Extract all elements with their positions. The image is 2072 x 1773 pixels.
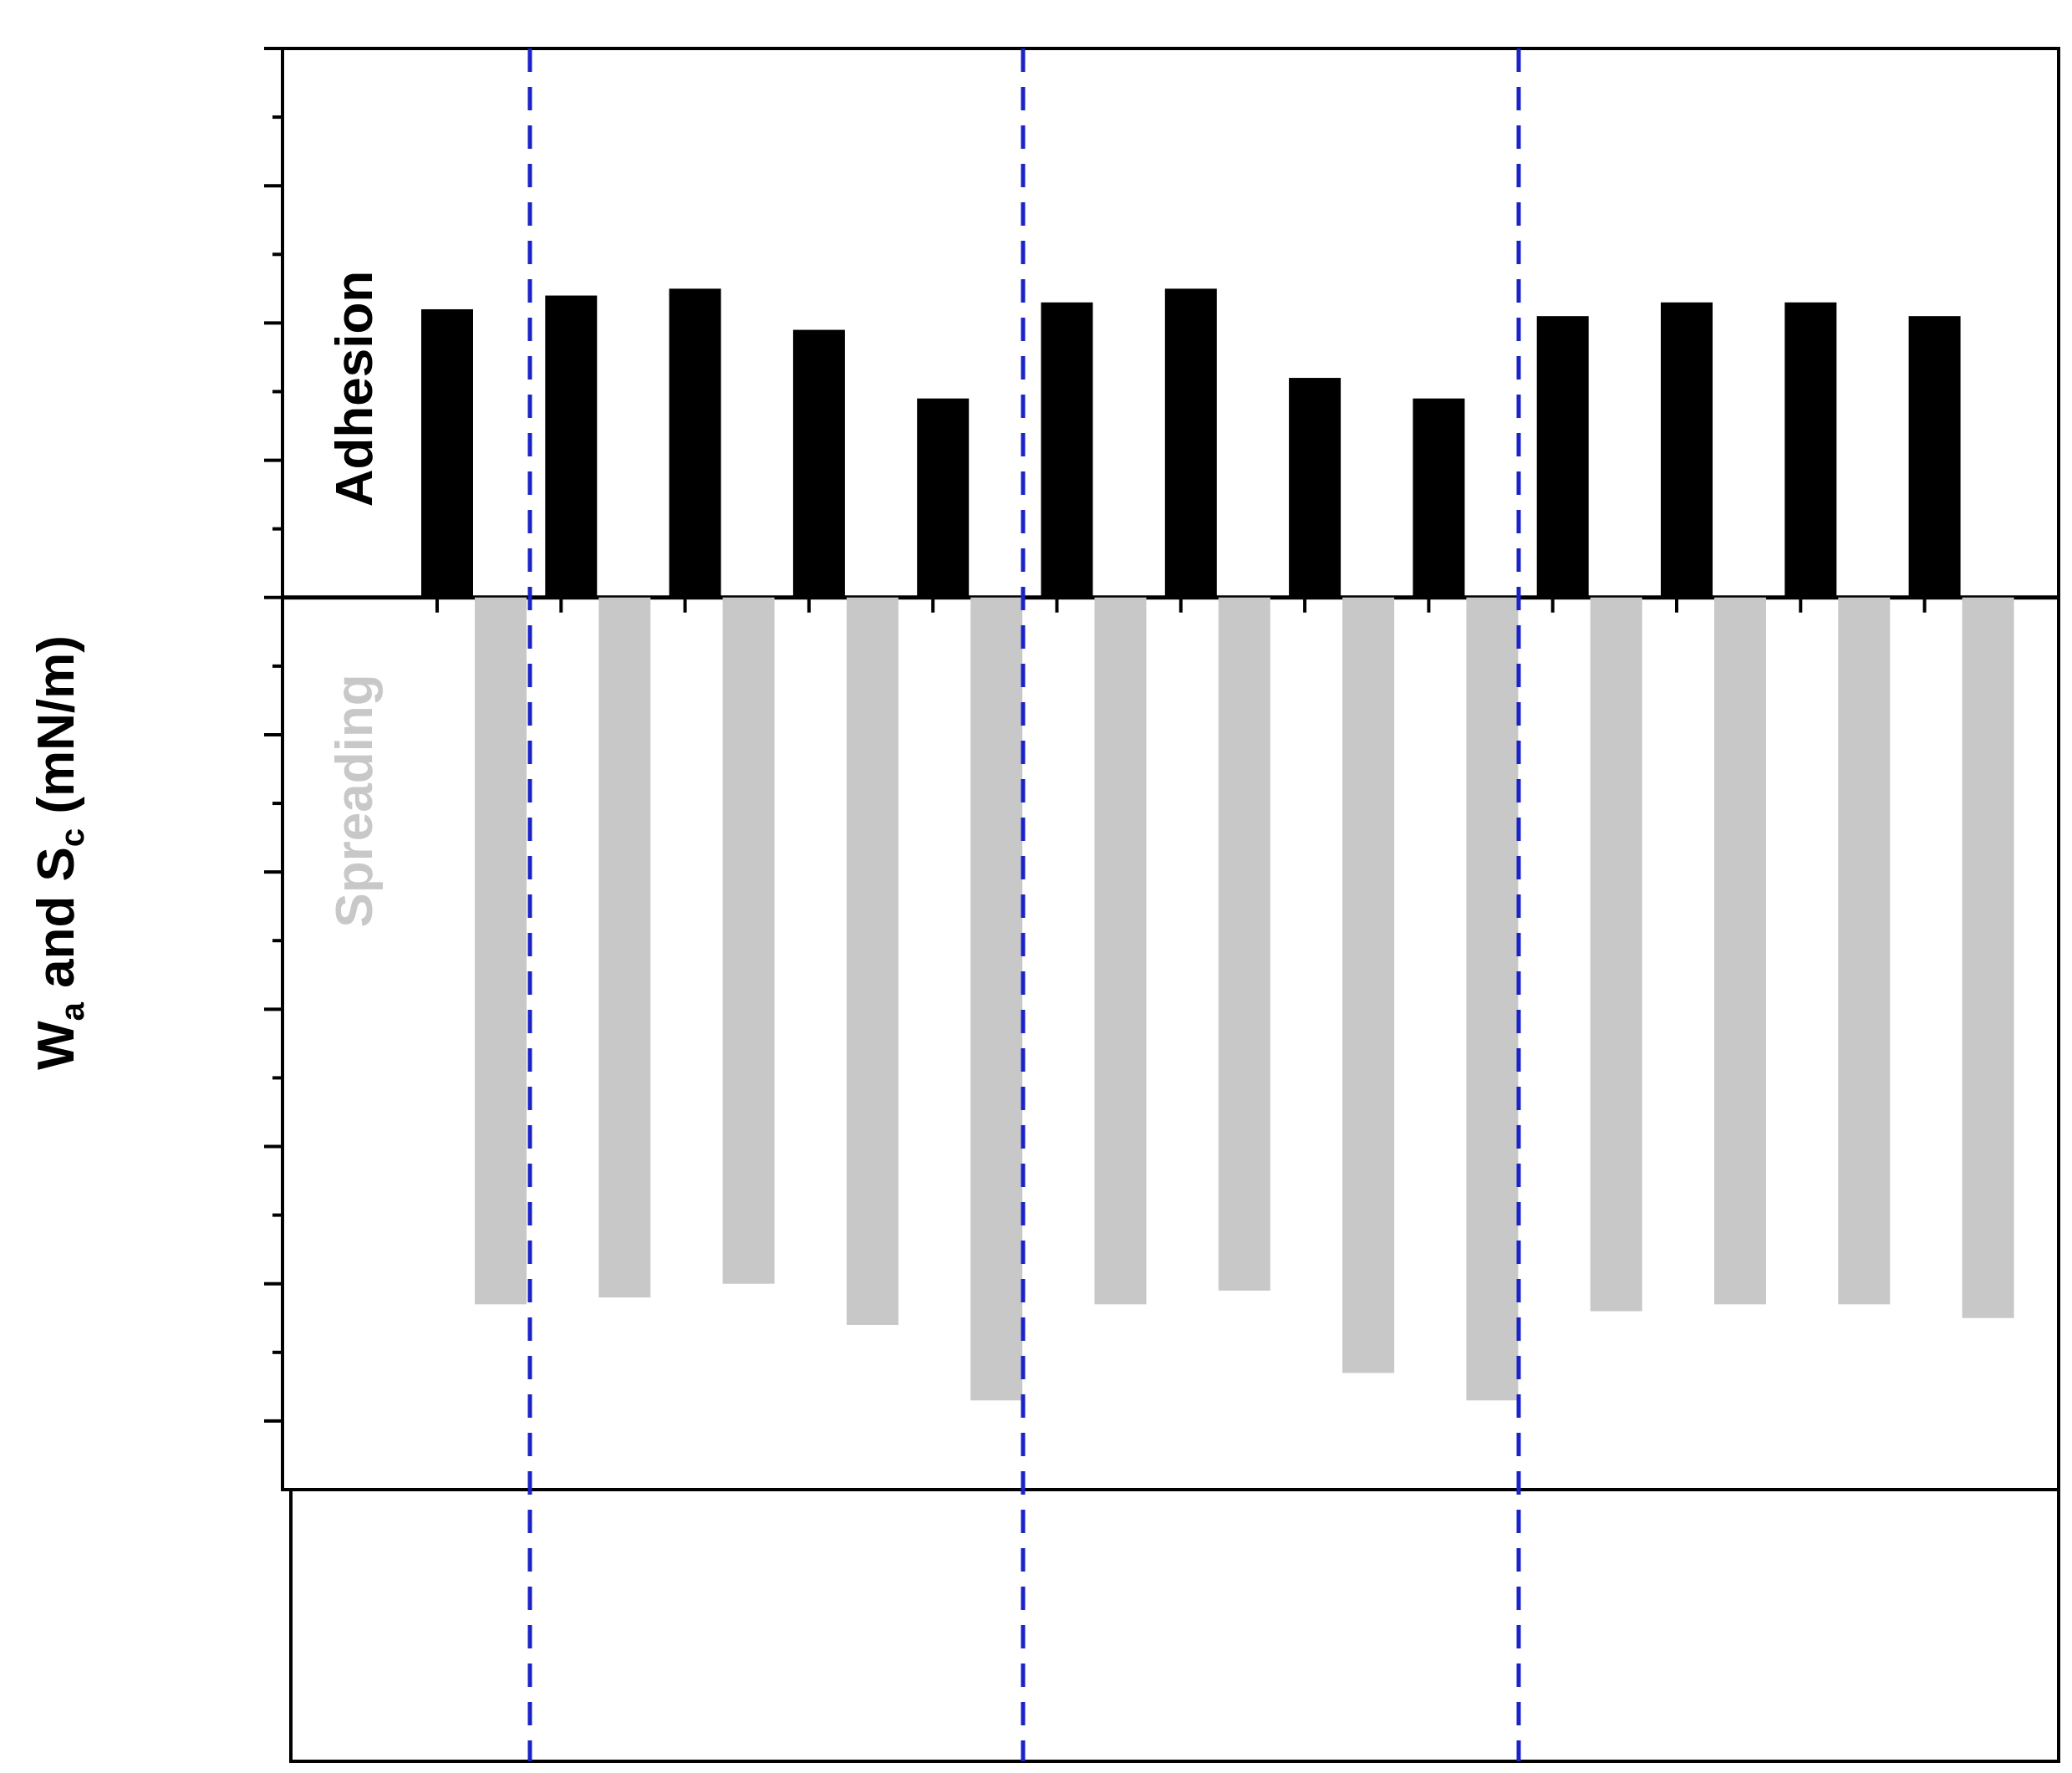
adhesion-bar [669, 288, 721, 598]
spreading-bar [475, 597, 527, 1305]
plot-frame [281, 47, 2060, 1491]
adhesion-bar [1041, 302, 1093, 598]
adhesion-bar [1661, 302, 1713, 598]
y-axis-title-w: W [28, 1021, 85, 1070]
spreading-bar [1466, 597, 1519, 1401]
y-axis-title-sub-c: c [54, 828, 91, 847]
adhesion-bar [917, 398, 970, 598]
spreading-bar [1962, 597, 2014, 1318]
spreading-series-label: Spreading [326, 674, 384, 927]
y-axis-title-mid: and S [28, 847, 85, 1002]
adhesion-bar [1536, 316, 1589, 598]
adhesion-bar [1289, 378, 1341, 598]
y-axis-title: Wa and Sc (mN/m) [28, 635, 91, 1070]
y-axis-title-sub-a: a [54, 1001, 91, 1021]
adhesion-bar [1784, 302, 1837, 598]
spreading-bar [1342, 597, 1395, 1373]
spreading-bar [722, 597, 775, 1284]
adhesion-series-label: Adhesion [326, 271, 384, 507]
spreading-bar [1094, 597, 1147, 1305]
adhesion-bar [1164, 288, 1217, 598]
adhesion-bar [1908, 316, 1961, 598]
spreading-bar [846, 597, 899, 1325]
adhesion-bar [421, 308, 473, 598]
spreading-bar [970, 597, 1023, 1401]
category-label-box [289, 1488, 2060, 1763]
adhesion-bar [545, 295, 598, 598]
adhesion-bar [792, 329, 845, 598]
y-axis-title-unit: (mN/m) [28, 635, 85, 828]
spreading-bar [1714, 597, 1766, 1305]
spreading-bar [1218, 597, 1270, 1291]
adhesion-bar [1413, 398, 1465, 598]
spreading-bar [1838, 597, 1891, 1305]
spreading-bar [1590, 597, 1642, 1312]
spreading-bar [598, 597, 651, 1298]
